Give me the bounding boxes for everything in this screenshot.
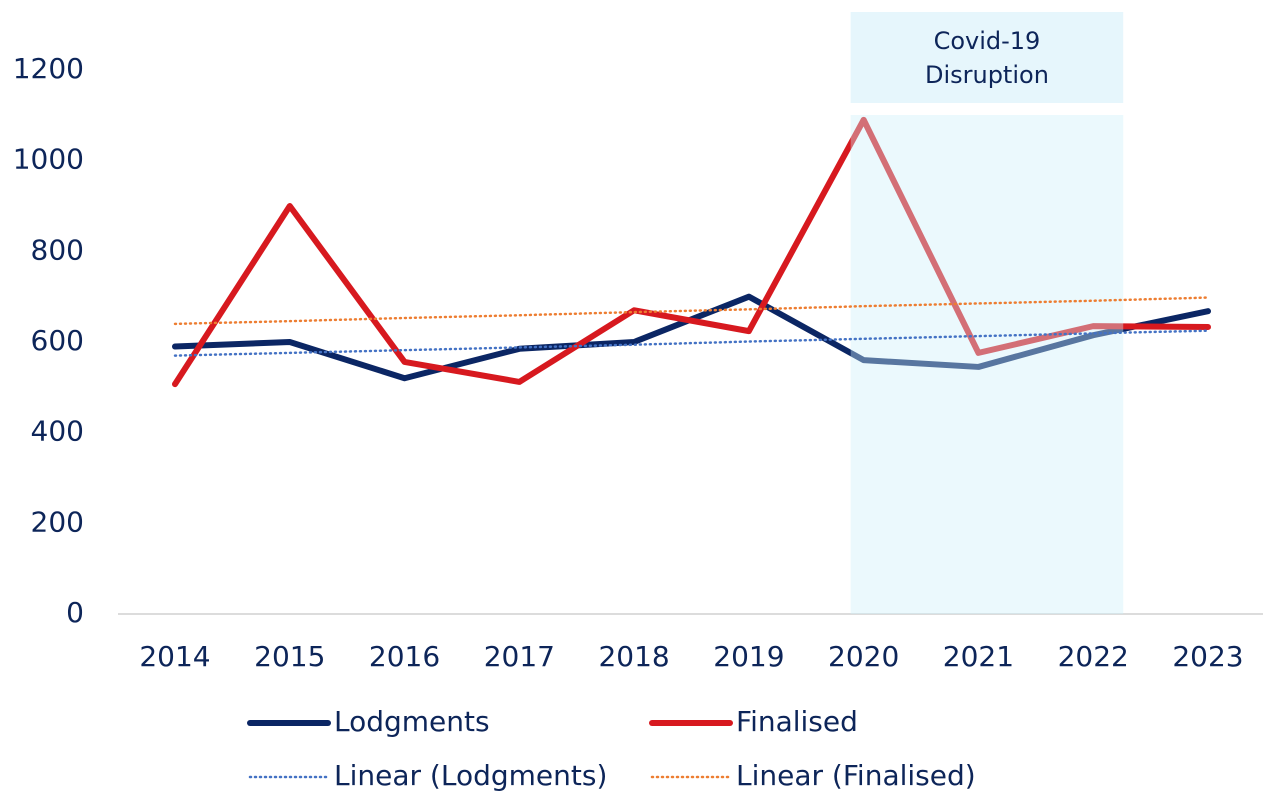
y-tick-label: 400 xyxy=(31,415,84,448)
legend-label: Finalised xyxy=(736,705,858,738)
y-tick-label: 0 xyxy=(66,596,84,629)
legend-label: Lodgments xyxy=(334,705,490,738)
annotation-text: Disruption xyxy=(925,61,1049,89)
x-tick-label: 2020 xyxy=(828,640,899,673)
y-tick-label: 600 xyxy=(31,324,84,357)
annotation-text: Covid-19 xyxy=(934,27,1041,55)
annotation-band xyxy=(850,115,1124,614)
series-line xyxy=(172,116,1211,388)
trend-line xyxy=(173,296,1210,326)
x-tick-label: 2019 xyxy=(713,640,784,673)
x-tick-label: 2015 xyxy=(254,640,325,673)
y-tick-label: 1200 xyxy=(13,52,84,85)
y-tick-label: 200 xyxy=(31,505,84,538)
trend-line xyxy=(173,329,1210,357)
x-tick-label: 2022 xyxy=(1058,640,1129,673)
x-tick-label: 2018 xyxy=(598,640,669,673)
y-tick-label: 1000 xyxy=(13,143,84,176)
legend-label: Linear (Lodgments) xyxy=(334,759,607,792)
x-tick-label: 2016 xyxy=(369,640,440,673)
x-tick-label: 2023 xyxy=(1172,640,1243,673)
x-tick-label: 2021 xyxy=(943,640,1014,673)
y-tick-label: 800 xyxy=(31,233,84,266)
x-tick-label: 2014 xyxy=(139,640,210,673)
annotation-label-box xyxy=(850,12,1124,103)
x-tick-label: 2017 xyxy=(484,640,555,673)
legend-label: Linear (Finalised) xyxy=(736,759,976,792)
